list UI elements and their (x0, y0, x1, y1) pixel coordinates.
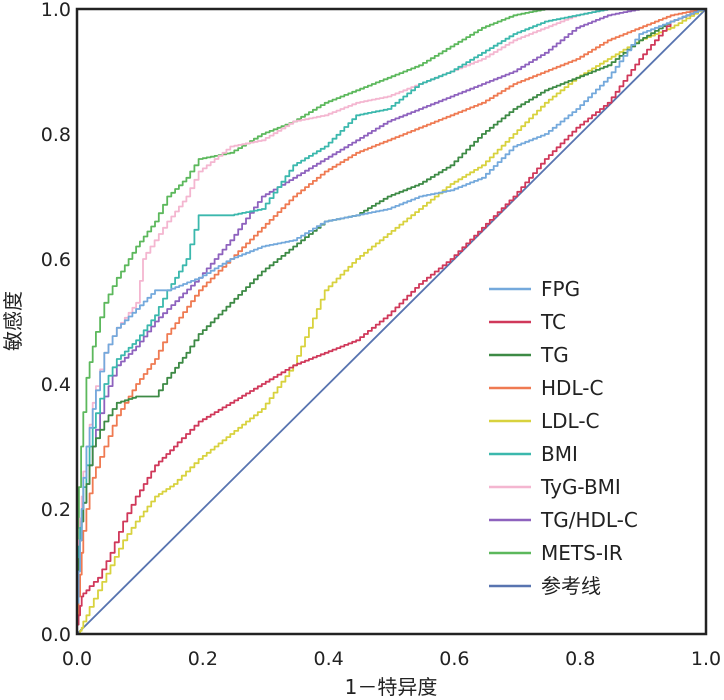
legend-label: 参考线 (541, 574, 601, 598)
legend-label: TyG-BMI (540, 475, 621, 499)
y-tick-label: 0.4 (41, 374, 71, 396)
y-tick-label: 0.2 (41, 499, 71, 521)
x-axis-ticks: 0.0 0.2 0.4 0.6 0.8 1.0 (62, 648, 721, 670)
roc-curve-hdl-c (76, 8, 706, 634)
roc-curve-tg-hdl-c (76, 8, 706, 634)
legend-item-hdl-c: HDL-C (489, 376, 603, 400)
legend-item-mets-ir: METS-IR (489, 541, 623, 565)
legend-label: LDL-C (541, 409, 600, 433)
legend-item-reference: 参考线 (489, 574, 601, 598)
y-tick-label: 0.6 (41, 249, 71, 271)
roc-curve-ldl-c (77, 8, 706, 635)
x-axis-label: 1－特异度 (345, 675, 438, 699)
legend-label: TG/HDL-C (540, 508, 638, 532)
legend-label: TC (540, 310, 566, 334)
legend-item-bmi: BMI (489, 442, 578, 466)
roc-curve-tg (76, 8, 706, 634)
legend-label: BMI (541, 442, 578, 466)
plot-curves (76, 8, 707, 635)
legend-item-tc: TC (489, 310, 566, 334)
roc-curve-tyg-bmi (76, 8, 706, 634)
x-tick-label: 0.0 (62, 648, 92, 670)
roc-curve-mets-ir (76, 8, 706, 634)
legend: FPG TC TG HDL-C LDL-C BMI TyG-BMI TG/HDL-C METS-… (489, 277, 638, 598)
x-tick-label: 0.4 (313, 648, 343, 670)
y-tick-label: 1.0 (41, 0, 71, 21)
roc-curve-reference (76, 8, 707, 635)
legend-label: HDL-C (541, 376, 603, 400)
plot-frame (75, 7, 708, 636)
legend-item-ldl-c: LDL-C (489, 409, 600, 433)
x-tick-label: 0.2 (188, 648, 218, 670)
roc-curve-bmi (76, 8, 706, 634)
roc-curve-tc (76, 8, 706, 634)
x-tick-label: 1.0 (691, 648, 721, 670)
legend-label: TG (540, 343, 569, 367)
x-tick-label: 0.6 (439, 648, 469, 670)
y-axis-ticks: 0.0 0.2 0.4 0.6 0.8 1.0 (41, 0, 71, 646)
legend-item-tg: TG (489, 343, 569, 367)
x-tick-label: 0.8 (565, 648, 595, 670)
legend-item-tyg-bmi: TyG-BMI (489, 475, 621, 499)
legend-item-tg-hdl-c: TG/HDL-C (489, 508, 638, 532)
legend-item-fpg: FPG (489, 277, 580, 301)
roc-curve-fpg (76, 8, 706, 634)
y-tick-label: 0.0 (41, 624, 71, 646)
y-tick-label: 0.8 (41, 124, 71, 146)
legend-label: FPG (541, 277, 580, 301)
y-axis-label: 敏感度 (1, 291, 25, 351)
legend-label: METS-IR (541, 541, 623, 565)
